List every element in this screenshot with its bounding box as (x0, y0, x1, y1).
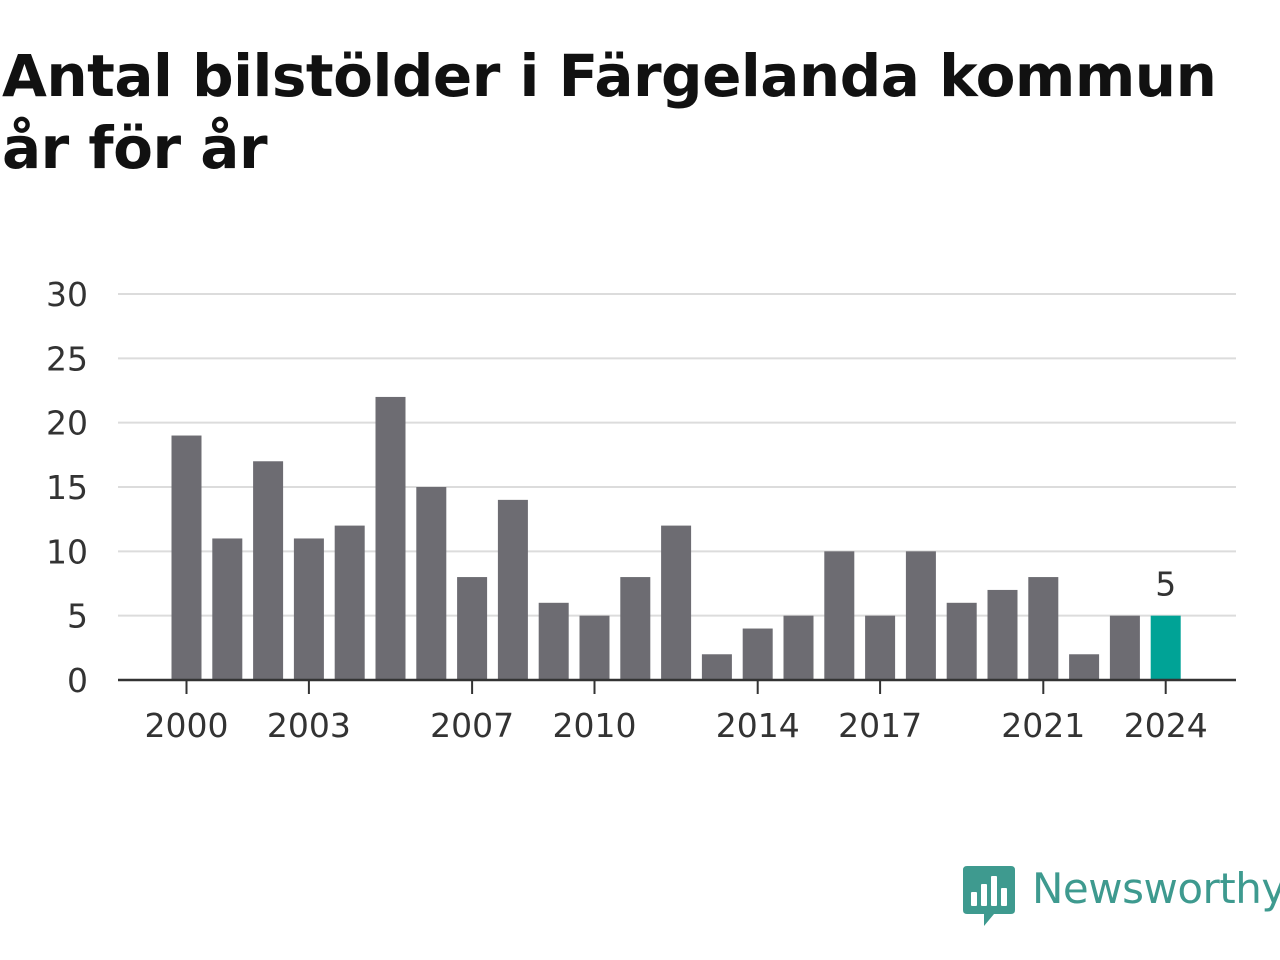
bar (1069, 654, 1100, 680)
bar (661, 525, 692, 680)
bar (293, 538, 324, 680)
y-tick-label: 25 (46, 339, 88, 378)
newsworthy-bar-chart-logo-icon (963, 866, 1015, 926)
bar (1109, 615, 1140, 680)
bar (416, 487, 447, 680)
bar (783, 615, 814, 680)
y-tick-label: 20 (46, 404, 88, 443)
y-tick-label: 30 (46, 275, 88, 314)
data-labels: 5 (1155, 565, 1176, 604)
bar (620, 577, 651, 680)
bar (1150, 615, 1181, 680)
x-tick-label: 2007 (430, 706, 514, 745)
chart-title: Antal bilstölder i Färgelanda kommun år … (2, 42, 1217, 182)
bar (701, 654, 732, 680)
bar (824, 551, 855, 680)
y-tick-label: 10 (46, 532, 88, 571)
bar (253, 461, 284, 680)
bar (946, 602, 977, 680)
brand-name: Newsworthy (1032, 864, 1280, 913)
x-tick-label: 2021 (1001, 706, 1085, 745)
x-axis-tick-labels: 2000 2003 2007 2010 2014 2017 2021 2024 (145, 706, 1208, 745)
bars (171, 396, 1181, 680)
bar (538, 602, 569, 680)
x-tick-label: 2014 (716, 706, 800, 745)
y-tick-label: 15 (46, 468, 88, 507)
bar (905, 551, 936, 680)
bar (334, 525, 365, 680)
bar (171, 435, 202, 680)
bar (457, 577, 488, 680)
x-axis (118, 678, 1236, 694)
y-tick-label: 0 (67, 661, 88, 700)
bar (742, 628, 773, 680)
data-label: 5 (1155, 565, 1176, 604)
x-tick-label: 2003 (267, 706, 351, 745)
bar (497, 499, 528, 680)
bar (987, 589, 1018, 680)
y-axis-tick-labels: 0 5 10 15 20 25 30 (46, 275, 88, 700)
x-tick-label: 2000 (145, 706, 229, 745)
bar (865, 615, 896, 680)
x-tick-label: 2010 (553, 706, 637, 745)
bar (579, 615, 610, 680)
bar (212, 538, 243, 680)
bar (375, 396, 406, 680)
x-tick-label: 2024 (1124, 706, 1208, 745)
y-tick-label: 5 (67, 597, 88, 636)
x-tick-label: 2017 (838, 706, 922, 745)
newsworthy-brand: Newsworthy (962, 864, 1280, 928)
bar (1028, 577, 1059, 680)
